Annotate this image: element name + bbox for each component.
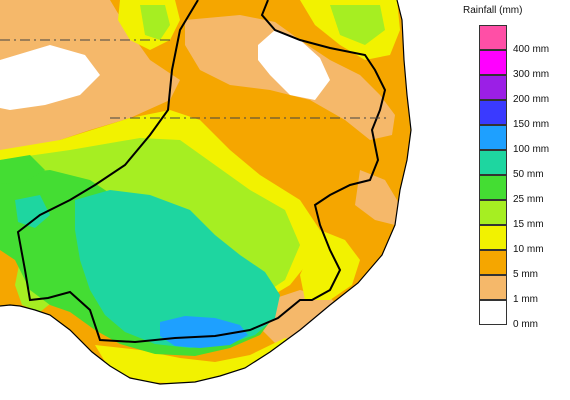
zone-15mm-northeast-patch xyxy=(330,5,385,45)
rainfall-map xyxy=(0,0,412,385)
legend-label: 0 mm xyxy=(513,319,538,330)
legend-swatch xyxy=(479,75,507,100)
legend-label: 400 mm xyxy=(513,44,550,55)
state-boundary xyxy=(16,0,387,344)
zone-1mm-east-coast xyxy=(355,170,400,225)
zone-0mm-north-patch xyxy=(258,30,330,100)
legend-swatch xyxy=(479,125,507,150)
rainfall-legend: Rainfall (mm) 400 mm 300 mm 200 mm 150 mm 10… xyxy=(455,0,570,400)
legend-swatch xyxy=(479,25,507,50)
legend-label: 300 mm xyxy=(513,69,550,80)
legend-label: 50 mm xyxy=(513,169,544,180)
legend-label: 100 mm xyxy=(513,144,550,155)
legend-swatch xyxy=(479,50,507,75)
legend-swatch xyxy=(479,150,507,175)
legend-label: 5 mm xyxy=(513,269,538,280)
legend-title: Rainfall (mm) xyxy=(463,5,523,16)
zone-100mm-southeast-patch xyxy=(160,316,248,348)
legend-swatch xyxy=(479,100,507,125)
zone-1mm-southeast xyxy=(262,290,350,348)
legend-swatch xyxy=(479,175,507,200)
zone-25mm-northwest-edge xyxy=(0,155,45,184)
legend-swatch xyxy=(479,300,507,325)
zone-15mm-north-patch xyxy=(140,5,170,40)
legend-label: 1 mm xyxy=(513,294,538,305)
zone-0mm-west-patch xyxy=(0,45,100,110)
legend-swatch xyxy=(479,200,507,225)
legend-label: 25 mm xyxy=(513,194,544,205)
coastline xyxy=(0,0,412,385)
legend-swatch xyxy=(479,225,507,250)
zone-50mm-central-south xyxy=(75,190,280,348)
zone-10mm-coastal-strip xyxy=(300,230,360,300)
zone-50mm-west-patch xyxy=(15,195,50,228)
legend-swatch xyxy=(479,275,507,300)
legend-label: 150 mm xyxy=(513,119,550,130)
legend-label: 200 mm xyxy=(513,94,550,105)
rainfall-fill-layer xyxy=(0,0,411,384)
zone-10mm-south-strip xyxy=(95,338,305,384)
legend-label: 15 mm xyxy=(513,219,544,230)
legend-label: 10 mm xyxy=(513,244,544,255)
legend-swatch xyxy=(479,250,507,275)
